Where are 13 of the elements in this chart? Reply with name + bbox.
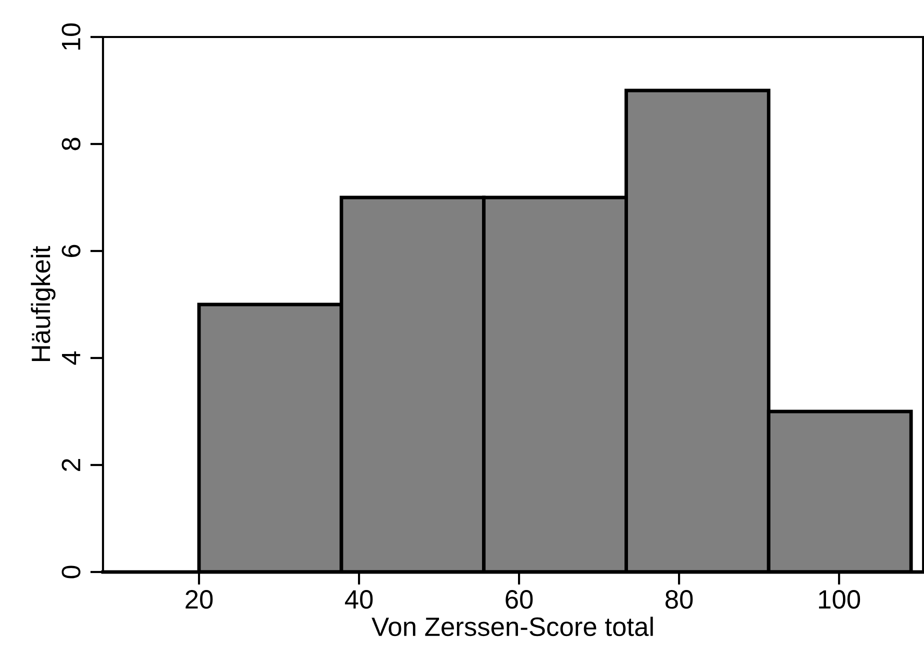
x-tick-label: 80 — [666, 590, 693, 609]
x-tick-label: 60 — [506, 590, 533, 609]
y-tick-label: 6 — [62, 244, 80, 257]
y-tick-label: 8 — [62, 138, 80, 150]
x-axis-title: Von Zerssen-Score total — [372, 616, 653, 636]
y-tick-label: 10 — [62, 23, 80, 50]
x-tick-label: 20 — [186, 590, 213, 609]
y-tick-label: 2 — [62, 458, 80, 472]
x-tick-label: 40 — [344, 590, 373, 609]
y-axis-title: Häufigkeit — [30, 246, 56, 362]
x-tick-label: 100 — [819, 590, 860, 609]
y-tick-label: 4 — [62, 351, 80, 365]
y-tick-label: 0 — [62, 566, 80, 578]
